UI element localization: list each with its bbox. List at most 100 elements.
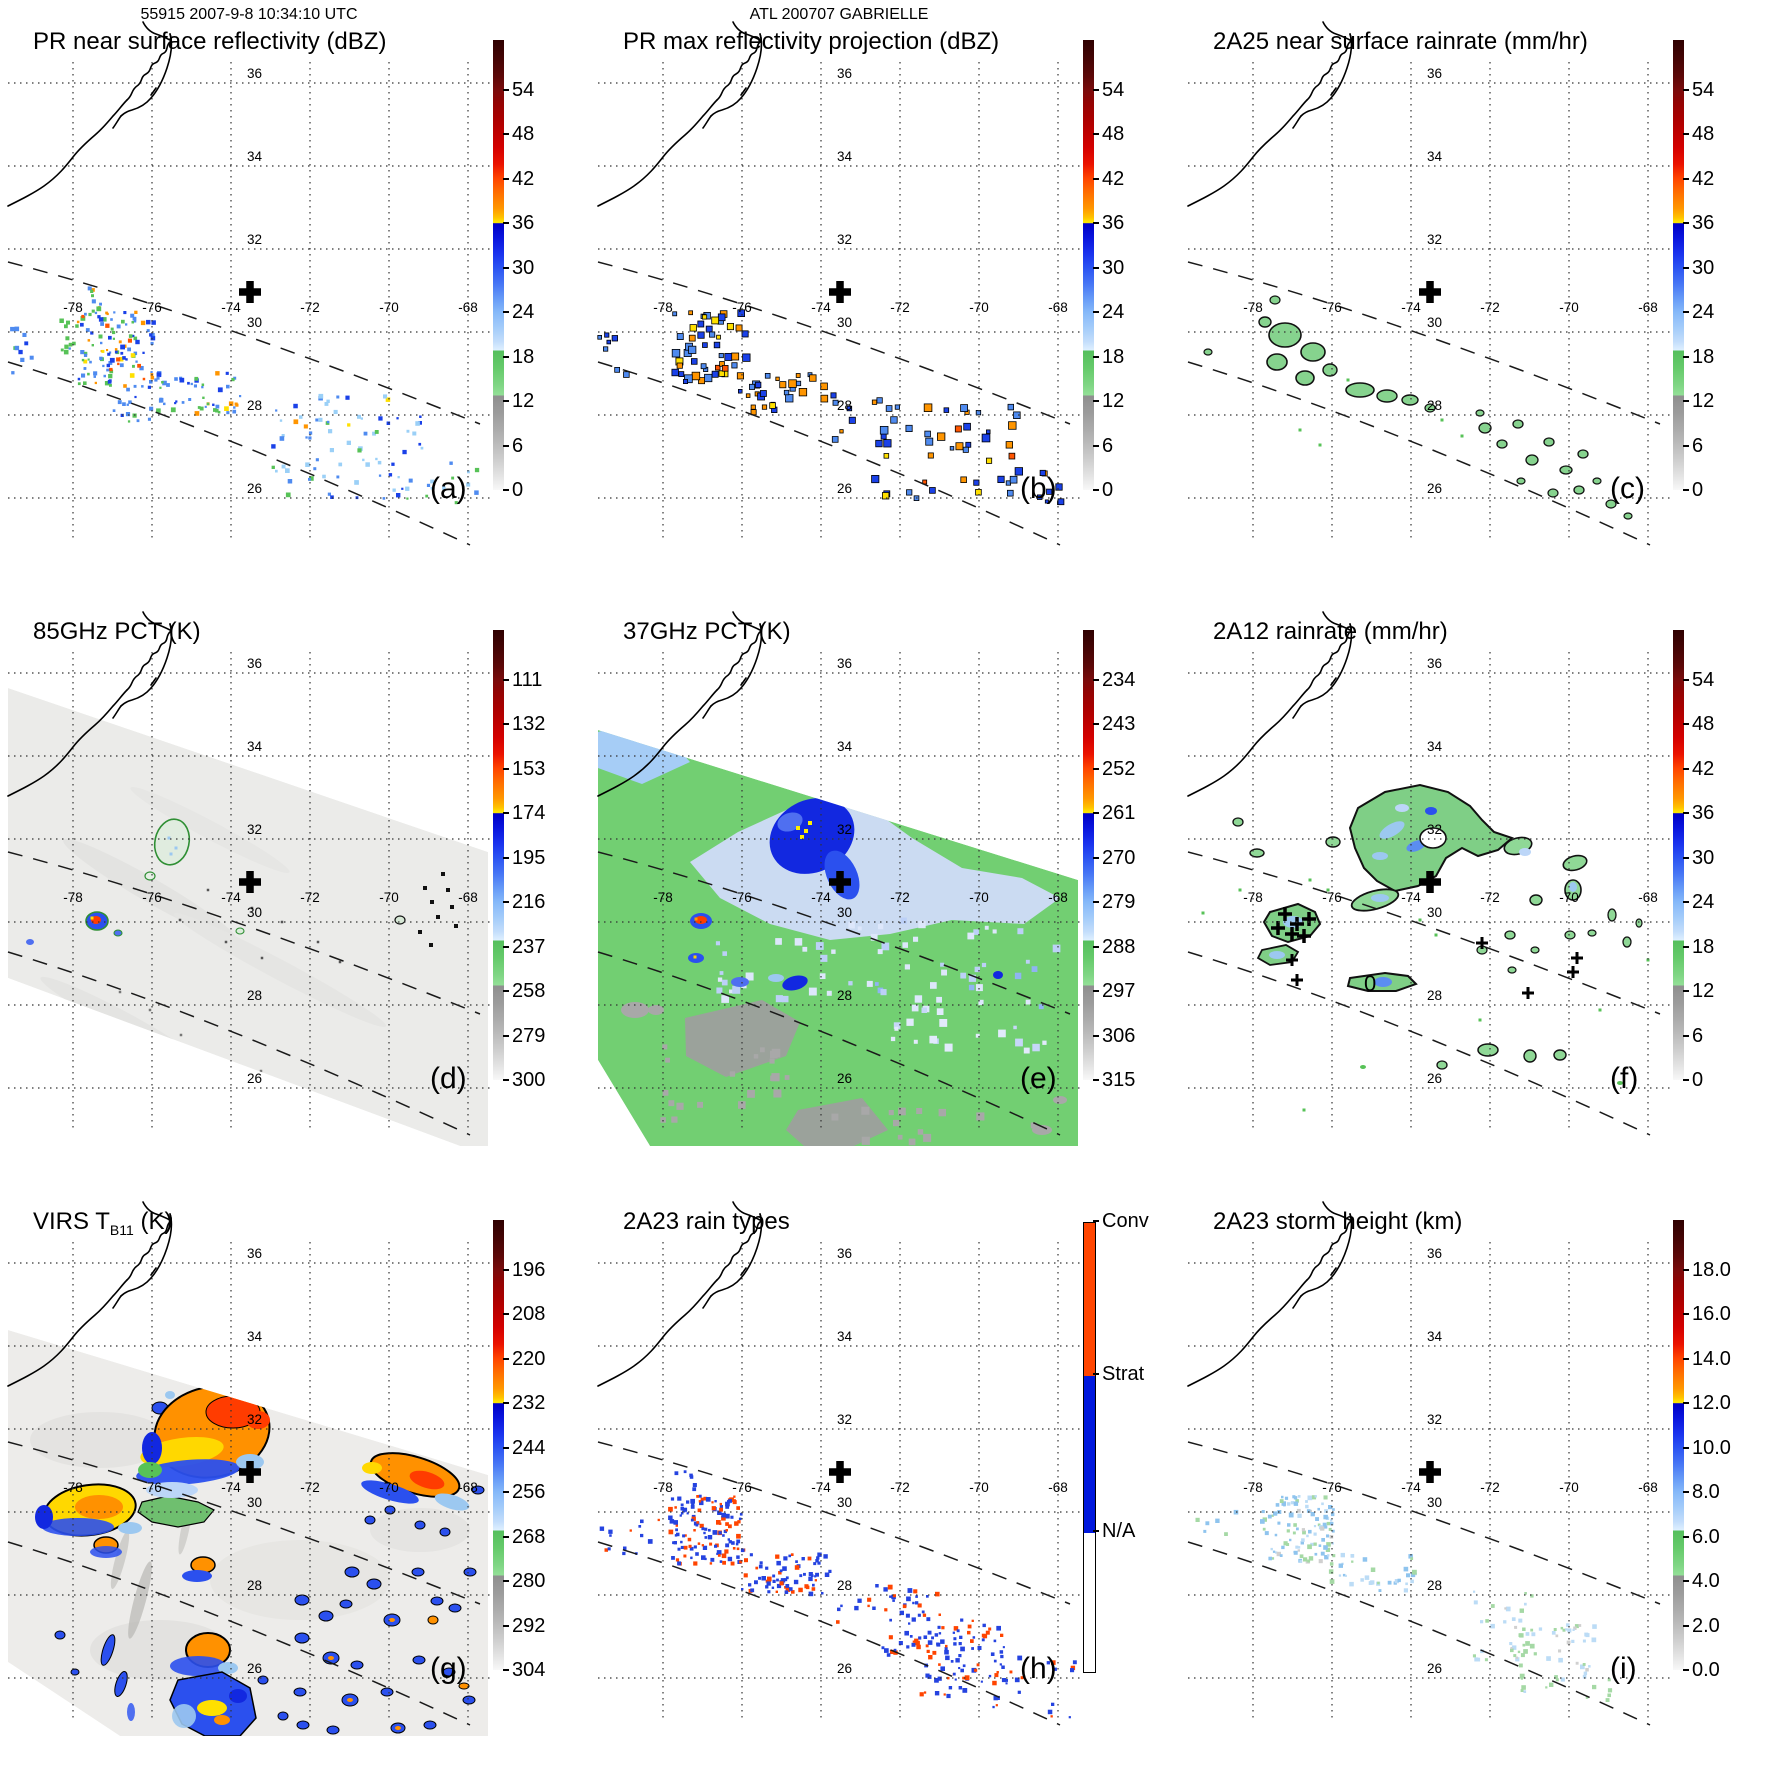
panel-g: VIRS TB11 (K) -78 -76 -74 -72 -70 -68 36 34 32 30 2…	[0, 1180, 590, 1770]
colorbar-tick-label: 6	[1683, 1026, 1762, 1046]
lon-label: -76	[1322, 300, 1342, 315]
colorbar-tick-label: 18.0	[1683, 1260, 1762, 1280]
colorbar-tick-label: 261	[1093, 803, 1172, 823]
colorbar-tick-label: 268	[503, 1527, 582, 1547]
grid-lines	[1188, 1242, 1670, 1720]
colorbar-segment-conv	[1084, 1223, 1095, 1376]
colorbar-tick-label: 279	[1093, 892, 1172, 912]
lat-label: 36	[1427, 656, 1442, 671]
colorbar-tick-label: 216	[503, 892, 582, 912]
panel-title-text: VIRS T	[33, 1208, 110, 1235]
lat-label: 26	[247, 1661, 262, 1676]
colorbar-tick-label: 24	[503, 302, 582, 322]
map-e: -78 -76 -74 -72 -70 -68 36 34 32 30 28 26	[597, 611, 1080, 1146]
lat-label: 26	[247, 1071, 262, 1086]
colorbar-tick-label: 297	[1093, 981, 1172, 1001]
lon-label: -70	[969, 890, 989, 905]
panel-letter-c: (c)	[1610, 472, 1645, 505]
lon-label: -70	[1559, 890, 1579, 905]
lon-label: -72	[890, 1480, 910, 1495]
coastline	[1187, 611, 1353, 797]
colorbar-tick-label: 12.0	[1683, 1393, 1762, 1413]
panel-title-g: VIRS TB11 (K)	[33, 1208, 172, 1238]
lon-label: -78	[653, 300, 673, 315]
lat-label: 26	[837, 1071, 852, 1086]
lat-label: 36	[837, 66, 852, 81]
lon-label: -74	[221, 890, 241, 905]
lon-label: -70	[1559, 1480, 1579, 1495]
colorbar-tick-label: 48	[503, 124, 582, 144]
lon-label: -72	[1480, 890, 1500, 905]
lat-label: 30	[837, 1495, 852, 1510]
colorbar-tick-label: 6	[1683, 436, 1762, 456]
panel-letter-a: (a)	[430, 472, 467, 505]
colorbar-tick-label: 18	[503, 347, 582, 367]
colorbar-i	[1673, 1220, 1684, 1670]
lat-label: 30	[1427, 905, 1442, 920]
panel-letter-d: (d)	[430, 1062, 467, 1095]
lat-label: 34	[1427, 739, 1443, 754]
storm-center-marker	[1419, 1461, 1441, 1483]
colorbar-tick-label: 243	[1093, 714, 1172, 734]
colorbar-tick-label: 111	[503, 670, 582, 690]
panel-i: 2A23 storm height (km) -78 -76 -74 -72 -70 -68…	[1180, 1180, 1770, 1770]
lon-label: -78	[653, 1480, 673, 1495]
map-i: -78 -76 -74 -72 -70 -68 36 34 32 30 28 26	[1187, 1201, 1670, 1726]
lat-label: 28	[837, 988, 852, 1003]
lon-label: -72	[1480, 1480, 1500, 1495]
colorbar-tick-label: 0	[1093, 480, 1172, 500]
lat-label: 30	[247, 1495, 262, 1510]
colorbar-tick-label: 0.0	[1683, 1660, 1762, 1680]
lon-label: -68	[1048, 300, 1068, 315]
lon-label: -74	[811, 890, 831, 905]
lat-label: 36	[247, 1246, 262, 1261]
colorbar-tick-label: 24	[1093, 302, 1172, 322]
grid-lines	[8, 652, 490, 1130]
lon-label: -68	[1048, 890, 1068, 905]
coastline	[1187, 21, 1353, 207]
coastline	[7, 1201, 173, 1387]
lon-label: -78	[1243, 890, 1263, 905]
data-field	[1201, 783, 1650, 1112]
lat-label: 34	[247, 1329, 263, 1344]
lat-label: 36	[1427, 1246, 1442, 1261]
colorbar-tick-label: 24	[1683, 302, 1762, 322]
storm-center-marker	[239, 871, 261, 893]
panel-letter-i: (i)	[1610, 1652, 1637, 1685]
lon-label: -70	[1559, 300, 1579, 315]
lat-label: 36	[837, 1246, 852, 1261]
lat-label: 36	[247, 66, 262, 81]
colorbar-tick-label: 256	[503, 1482, 582, 1502]
colorbar-tick-label: 54	[1683, 80, 1762, 100]
lon-label: -74	[221, 300, 241, 315]
map-h: -78 -76 -74 -72 -70 -68 36 34 32 30 28 26	[597, 1201, 1080, 1726]
panel-title-text: (K)	[133, 1208, 173, 1235]
overpass-header: 55915 2007-9-8 10:34:10 UTC	[140, 6, 358, 23]
storm-center-marker	[1419, 281, 1441, 303]
map-a: -78 -76 -74 -72 -70 -68 36 34 32 30 28 26	[7, 21, 490, 546]
colorbar-tick-label: 304	[503, 1660, 582, 1680]
colorbar-tick-label: 16.0	[1683, 1304, 1762, 1324]
colorbar-tick-label: 153	[503, 759, 582, 779]
lat-label: 26	[1427, 481, 1442, 496]
lat-label: 28	[837, 398, 852, 413]
panel-letter-b: (b)	[1020, 472, 1057, 505]
swath-boundary-lines	[1187, 261, 1661, 546]
colorbar-tick-label: 42	[503, 169, 582, 189]
lat-label: 26	[247, 481, 262, 496]
lat-label: 32	[837, 1412, 852, 1427]
lon-label: -74	[221, 1480, 241, 1495]
colorbar-tick-label: 42	[1683, 759, 1762, 779]
colorbar-tick-label: 237	[503, 937, 582, 957]
lat-label: 34	[837, 149, 853, 164]
lat-label: 32	[247, 1412, 262, 1427]
lat-label: 32	[1427, 822, 1442, 837]
lat-label: 30	[837, 905, 852, 920]
colorbar-tick-label: 36	[503, 213, 582, 233]
colorbar-tick-label: 300	[503, 1070, 582, 1090]
panel-title-b: PR max reflectivity projection (dBZ)	[623, 28, 1000, 55]
colorbar-tick-label: 48	[1683, 714, 1762, 734]
data-field	[10, 286, 480, 505]
panel-title-c: 2A25 near surface rainrate (mm/hr)	[1213, 28, 1588, 55]
lon-label: -68	[1638, 300, 1658, 315]
